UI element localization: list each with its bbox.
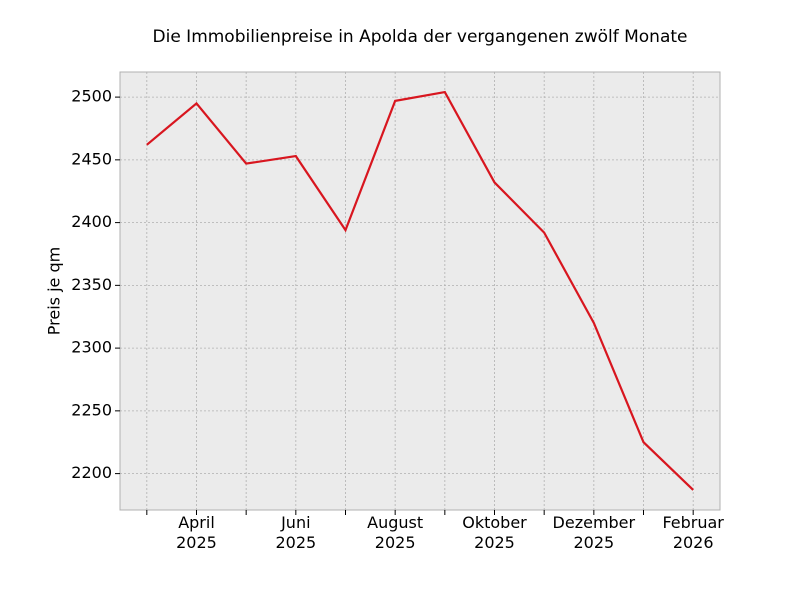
x-tick-label: August 2025 bbox=[367, 513, 424, 552]
y-tick-label: 2200 bbox=[71, 463, 112, 482]
y-tick-label: 2350 bbox=[71, 275, 112, 294]
y-tick-label: 2250 bbox=[71, 400, 112, 419]
x-tick-label: April 2025 bbox=[176, 513, 217, 552]
x-tick-label: Dezember 2025 bbox=[552, 513, 636, 552]
y-tick-label: 2500 bbox=[71, 87, 112, 106]
line-series bbox=[146, 90, 694, 491]
y-tick-label: 2300 bbox=[71, 338, 112, 357]
x-tick-label: Februar 2026 bbox=[662, 513, 724, 552]
y-tick-label: 2400 bbox=[71, 212, 112, 231]
chart-title: Die Immobilienpreise in Apolda der verga… bbox=[153, 27, 688, 47]
y-tick-label: 2450 bbox=[71, 149, 112, 168]
x-tick-label: Oktober 2025 bbox=[462, 513, 527, 552]
plot-area bbox=[119, 71, 721, 511]
x-tick-label: Juni 2025 bbox=[275, 513, 317, 552]
y-axis-label: Preis je qm bbox=[45, 247, 64, 335]
